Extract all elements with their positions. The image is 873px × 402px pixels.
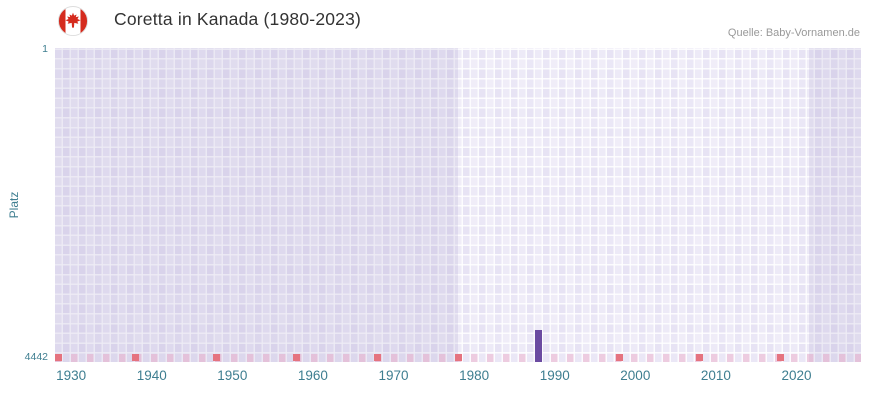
x-tick-label: 1960 <box>297 368 328 383</box>
x-tick-label: 2010 <box>700 368 731 383</box>
axis-year-marker <box>55 354 62 361</box>
axis-year-marker <box>373 354 381 361</box>
axis-year-marker <box>615 354 623 361</box>
background-band <box>808 48 861 362</box>
y-tick-top: 1 <box>42 43 48 55</box>
y-tick-bottom: 4442 <box>24 351 48 363</box>
x-tick-label: 1930 <box>56 368 87 383</box>
x-tick-label: 1950 <box>217 368 248 383</box>
axis-year-marker <box>293 354 301 361</box>
axis-year-marker <box>696 354 704 361</box>
axis-year-marker <box>212 354 220 361</box>
y-axis-title: Platz <box>7 191 21 219</box>
x-axis: 1930 1940 1950 1960 1970 1980 1990 2000 2010 2020 <box>55 368 861 388</box>
axis-year-marker <box>132 354 140 361</box>
x-tick-label: 1980 <box>459 368 490 383</box>
x-tick-label: 1990 <box>539 368 570 383</box>
axis-year-marker <box>776 354 784 361</box>
x-tick-label: 2020 <box>781 368 812 383</box>
chart-title: Coretta in Kanada (1980-2023) <box>114 9 362 29</box>
x-tick-label: 1970 <box>378 368 409 383</box>
source-credit: Quelle: Baby-Vornamen.de <box>727 27 860 39</box>
axis-year-marker <box>454 354 462 361</box>
canada-flag-icon <box>58 6 88 36</box>
rank-bar <box>535 330 543 362</box>
x-tick-label: 2000 <box>620 368 651 383</box>
background-band <box>55 48 458 362</box>
x-tick-label: 1940 <box>136 368 167 383</box>
plot-area <box>55 48 861 362</box>
